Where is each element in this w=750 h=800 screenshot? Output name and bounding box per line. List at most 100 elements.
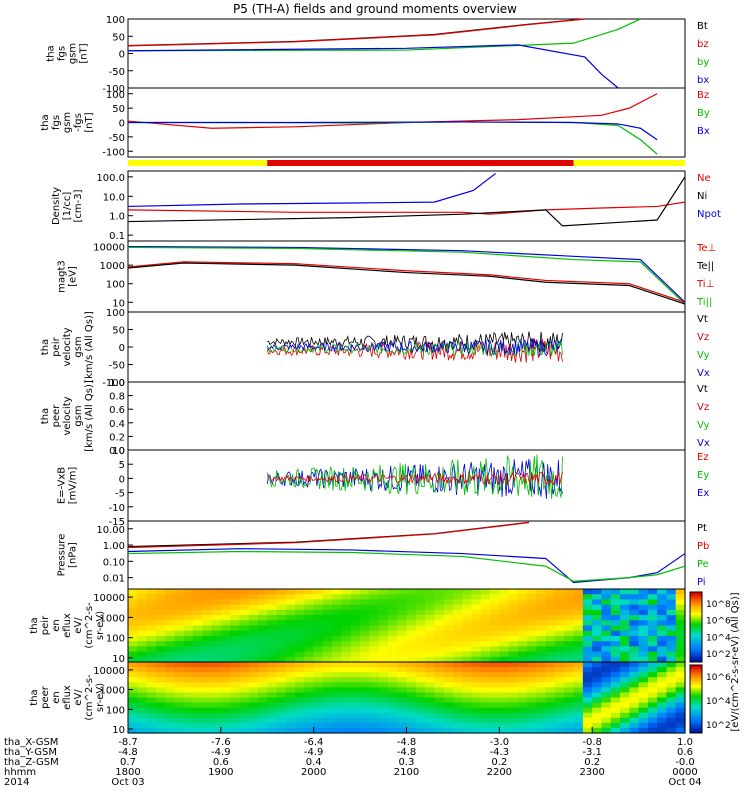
colorbar-cell [690, 667, 702, 671]
spectrogram-cell [397, 604, 408, 611]
spectrogram-cell [620, 656, 630, 663]
spectrogram-cell [675, 589, 686, 595]
spectrogram-cell [211, 667, 222, 673]
spectrogram-cell [471, 599, 482, 606]
spectrogram-cell [369, 697, 380, 704]
spectrogram-cell [267, 656, 278, 663]
spectrogram-cell [155, 656, 166, 663]
spectrogram-cell [202, 630, 213, 637]
spectrogram-cell [415, 609, 426, 616]
spectrogram-cell [276, 599, 287, 606]
spectrogram-cell [387, 599, 398, 606]
spectrogram-cell [480, 717, 491, 724]
spectrogram-cell [397, 656, 408, 663]
spectrogram-cell [313, 717, 324, 724]
spectrogram-cell [555, 604, 565, 611]
spectrogram-cell [675, 651, 686, 658]
spectrogram-cell [592, 672, 603, 678]
spectrogram-cell [443, 620, 454, 627]
x-axis-row-label: hhmm [4, 767, 36, 778]
spectrogram-cell [620, 630, 630, 637]
spectrogram-cell [397, 722, 408, 729]
y-axis-label: magt3 [57, 260, 68, 293]
spectrogram-cell [220, 656, 231, 663]
spectrogram-cell [508, 604, 519, 611]
spectrogram-cell [425, 615, 435, 621]
spectrogram-cell [545, 687, 556, 694]
spectrogram-cell [387, 682, 398, 688]
spectrogram-cell [183, 667, 194, 673]
spectrogram-cell [128, 609, 138, 616]
spectrogram-cell [508, 677, 519, 683]
spectrogram-cell [462, 697, 473, 704]
spectrogram-cell [490, 697, 500, 704]
spectrogram-cell [657, 672, 668, 678]
spectrogram-cell [508, 599, 519, 606]
spectrogram-cell [350, 635, 361, 642]
spectrogram-cell [174, 625, 185, 632]
y-axis-label: eV/ [73, 617, 84, 634]
spectrogram-cell [666, 615, 677, 621]
spectrogram-cell [165, 594, 176, 601]
spectrogram-cell [257, 722, 268, 729]
spectrogram-cell [601, 672, 612, 678]
spectrogram-cell [239, 641, 250, 647]
spectrogram-cell [434, 682, 445, 688]
spectrogram-cell [276, 672, 287, 678]
spectrogram-cell [536, 646, 547, 653]
spectrogram-cell [165, 630, 176, 637]
spectrogram-cell [480, 702, 491, 709]
y-axis-label: peer [51, 404, 62, 428]
legend-entry: By [697, 108, 710, 119]
spectrogram-cell [230, 599, 240, 606]
spectrogram-cell [192, 677, 203, 683]
spectrogram-cell [341, 589, 352, 595]
spectrogram-cell [555, 672, 565, 678]
colorbar-tick: 10^4 [706, 697, 731, 707]
spectrogram-cell [564, 702, 575, 709]
spectrogram-cell [499, 646, 510, 653]
y-axis-label: (cm^2-s- [84, 602, 95, 649]
spectrogram-cell [295, 712, 305, 719]
colorbar-cell [690, 683, 702, 686]
spectrogram-cell [183, 646, 194, 653]
spectrogram-cell [369, 687, 380, 694]
spectrogram-cell [387, 662, 398, 668]
spectrogram-cell [545, 692, 556, 699]
spectrogram-cell [573, 630, 584, 637]
spectrogram-cell [192, 594, 203, 601]
y-tick-label: 1000 [100, 261, 125, 272]
spectrogram-cell [434, 722, 445, 729]
spectrogram-cell [434, 707, 445, 714]
y-axis-label: peir [40, 615, 51, 635]
spectrogram-cell [192, 727, 203, 734]
spectrogram-cell [276, 707, 287, 714]
spectrogram-cell [146, 635, 157, 642]
spectrogram-cell [638, 635, 649, 642]
series-noise [266, 454, 563, 500]
spectrogram-cell [406, 667, 417, 673]
spectrogram-cell [573, 712, 584, 719]
spectrogram-cell [620, 635, 630, 642]
spectrogram-cell [192, 656, 203, 663]
spectrogram-cell [165, 707, 176, 714]
spectrogram-cell [657, 646, 668, 653]
spectrogram-cell [573, 722, 584, 729]
spectrogram-cell [629, 646, 640, 653]
spectrogram-cell [378, 667, 389, 673]
spectrogram-cell [332, 707, 343, 714]
spectrogram-cell [137, 615, 148, 621]
spectrogram-cell [452, 727, 463, 734]
spectrogram-cell [406, 646, 417, 653]
spectrogram-cell [610, 662, 621, 668]
spectrogram-cell [174, 589, 185, 595]
spectrogram-cell [128, 722, 138, 729]
spectrogram-cell [620, 594, 630, 601]
spectrogram-cell [230, 707, 240, 714]
spectrogram-cell [480, 630, 491, 637]
spectrogram-cell [499, 722, 510, 729]
spectrogram-cell [378, 615, 389, 621]
spectrogram-cell [508, 641, 519, 647]
spectrogram-cell [313, 656, 324, 663]
colorbar-cell [690, 634, 702, 637]
